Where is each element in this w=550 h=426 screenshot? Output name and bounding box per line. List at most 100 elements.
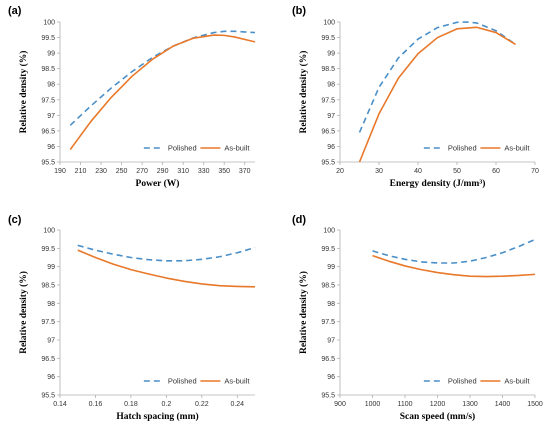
y-tick-label: 100 bbox=[43, 228, 55, 235]
y-tick-label: 97.5 bbox=[41, 319, 55, 326]
y-tick-label: 99.5 bbox=[41, 246, 55, 253]
y-tick-label: 99 bbox=[327, 264, 335, 271]
legend-label-as-built: As-built bbox=[504, 144, 530, 153]
legend-label-as-built: As-built bbox=[224, 144, 250, 153]
x-axis-label: Scan speed (mm/s) bbox=[400, 411, 475, 422]
y-tick-label: 97 bbox=[327, 113, 335, 120]
x-tick-label: 350 bbox=[218, 168, 230, 175]
legend-label-polished: Polished bbox=[448, 377, 477, 386]
x-tick-label: 0.2 bbox=[161, 401, 171, 408]
x-tick-label: 50 bbox=[453, 168, 461, 175]
series-line-polished bbox=[358, 21, 516, 133]
y-tick-label: 98 bbox=[47, 82, 55, 89]
y-tick-label: 97 bbox=[327, 338, 335, 345]
x-tick-label: 210 bbox=[75, 168, 87, 175]
y-axis-label: Relative density (%) bbox=[298, 51, 309, 134]
y-tick-label: 97.5 bbox=[321, 97, 335, 104]
x-tick-label: 20 bbox=[336, 168, 344, 175]
x-tick-label: 290 bbox=[157, 168, 169, 175]
x-tick-label: 1200 bbox=[430, 401, 446, 408]
legend-label-as-built: As-built bbox=[504, 377, 530, 386]
chart-panel-3: (c) 0.14 0.16 0.18 0.2 0.22 0.24 95.5 96 96.5 97 97… bbox=[8, 214, 256, 422]
legend-label-polished: Polished bbox=[448, 144, 477, 153]
series-line-as-built bbox=[358, 26, 516, 162]
x-tick-label: 70 bbox=[531, 168, 539, 175]
x-tick-label: 30 bbox=[375, 168, 383, 175]
y-axis-label: Relative density (%) bbox=[298, 271, 309, 354]
series-line-as-built bbox=[77, 249, 256, 288]
y-tick-label: 96 bbox=[327, 374, 335, 381]
y-tick-label: 97.5 bbox=[41, 97, 55, 104]
chart-panel-4: (d) 900 1000 1100 1200 1300 1400 1500 95.5 96 96.5… bbox=[292, 214, 543, 422]
y-tick-label: 95.5 bbox=[41, 393, 55, 400]
x-axis-label: Hatch spacing (mm) bbox=[116, 411, 198, 422]
series-line-as-built bbox=[372, 254, 536, 278]
y-tick-label: 97.5 bbox=[321, 319, 335, 326]
y-tick-label: 98 bbox=[327, 82, 335, 89]
y-tick-label: 98 bbox=[47, 301, 55, 308]
series-line-polished bbox=[69, 30, 256, 126]
y-tick-label: 99.5 bbox=[321, 246, 335, 253]
x-tick-label: 900 bbox=[334, 401, 346, 408]
x-tick-label: 60 bbox=[492, 168, 500, 175]
y-tick-label: 98.5 bbox=[321, 283, 335, 290]
x-tick-label: 0.22 bbox=[195, 401, 209, 408]
x-tick-label: 1500 bbox=[527, 401, 543, 408]
y-tick-label: 99 bbox=[327, 51, 335, 58]
series-line-as-built bbox=[69, 34, 256, 151]
x-tick-label: 0.24 bbox=[230, 401, 244, 408]
y-tick-label: 95.5 bbox=[41, 160, 55, 167]
chart-panel-1: (a) 190 210 230 250 270 290 310 330 350 370 95.5 96 9… bbox=[8, 5, 256, 189]
legend-label-as-built: As-built bbox=[224, 377, 250, 386]
y-tick-label: 99 bbox=[47, 51, 55, 58]
y-tick-label: 97 bbox=[47, 113, 55, 120]
panel-label: (a) bbox=[8, 5, 22, 17]
y-tick-label: 98.5 bbox=[41, 283, 55, 290]
y-tick-label: 95.5 bbox=[321, 160, 335, 167]
y-tick-label: 96 bbox=[47, 144, 55, 151]
y-tick-label: 100 bbox=[323, 20, 335, 27]
x-tick-label: 230 bbox=[95, 168, 107, 175]
x-tick-label: 1400 bbox=[495, 401, 511, 408]
y-tick-label: 98.5 bbox=[321, 66, 335, 73]
y-tick-label: 95.5 bbox=[321, 393, 335, 400]
x-tick-label: 190 bbox=[54, 168, 66, 175]
x-tick-label: 0.18 bbox=[124, 401, 138, 408]
y-axis-label: Relative density (%) bbox=[18, 271, 29, 354]
y-tick-label: 96.5 bbox=[41, 128, 55, 135]
series-line-polished bbox=[372, 238, 536, 264]
y-tick-label: 96 bbox=[47, 374, 55, 381]
y-tick-label: 99.5 bbox=[321, 35, 335, 42]
y-tick-label: 98 bbox=[327, 301, 335, 308]
x-tick-label: 250 bbox=[116, 168, 128, 175]
y-tick-label: 99 bbox=[47, 264, 55, 271]
x-tick-label: 1300 bbox=[462, 401, 478, 408]
panel-label: (b) bbox=[292, 5, 306, 17]
series-line-polished bbox=[77, 244, 256, 262]
panel-label: (d) bbox=[292, 214, 306, 226]
x-axis-label: Power (W) bbox=[136, 178, 180, 189]
y-tick-label: 98.5 bbox=[41, 66, 55, 73]
y-tick-label: 97 bbox=[47, 338, 55, 345]
y-tick-label: 100 bbox=[43, 20, 55, 27]
legend-label-polished: Polished bbox=[168, 377, 197, 386]
x-tick-label: 270 bbox=[136, 168, 148, 175]
x-tick-label: 1100 bbox=[397, 401, 412, 408]
y-axis-label: Relative density (%) bbox=[18, 51, 29, 134]
x-tick-label: 370 bbox=[239, 168, 251, 175]
chart-panel-2: (b) 20 30 40 50 60 70 95.5 96 96.5 97 97.5 98 98.5 99 9… bbox=[292, 5, 539, 189]
x-axis-label: Energy density (J/mm³) bbox=[390, 178, 486, 189]
y-tick-label: 99.5 bbox=[41, 35, 55, 42]
panel-label: (c) bbox=[8, 214, 22, 226]
y-tick-label: 96.5 bbox=[321, 356, 335, 363]
x-tick-label: 40 bbox=[414, 168, 422, 175]
y-tick-label: 96 bbox=[327, 144, 335, 151]
x-tick-label: 310 bbox=[177, 168, 189, 175]
x-tick-label: 0.14 bbox=[53, 401, 67, 408]
y-tick-label: 100 bbox=[323, 228, 335, 235]
x-tick-label: 330 bbox=[198, 168, 210, 175]
y-tick-label: 96.5 bbox=[321, 128, 335, 135]
legend-label-polished: Polished bbox=[168, 144, 197, 153]
x-tick-label: 1000 bbox=[365, 401, 381, 408]
